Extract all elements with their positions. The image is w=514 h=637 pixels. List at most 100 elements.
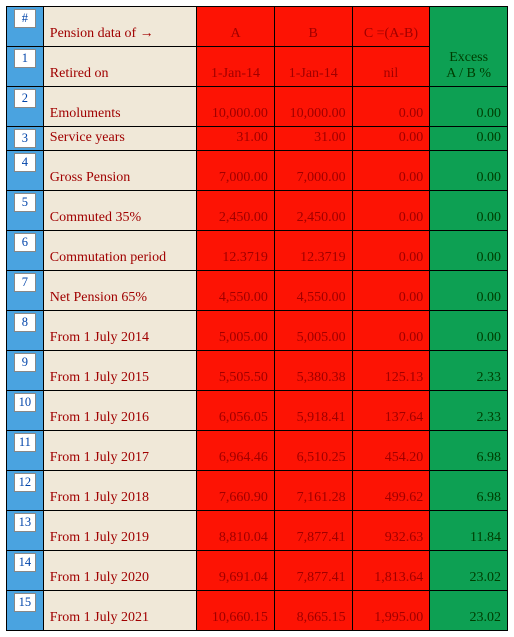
row-col-a: 7,660.90: [197, 471, 275, 511]
row-col-a: 6,056.05: [197, 391, 275, 431]
header-col-excess: ExcessA / B %: [430, 7, 508, 87]
row-col-excess: 0.00: [430, 127, 508, 151]
arrow-icon: →: [140, 26, 154, 41]
row-col-b: 5,005.00: [274, 311, 352, 351]
row-col-c: 0.00: [352, 271, 430, 311]
header-title: Pension data of →: [43, 7, 196, 47]
row-number: 2: [7, 87, 44, 127]
row-number: 5: [7, 191, 44, 231]
table-row: 4Gross Pension7,000.007,000.000.000.00: [7, 151, 508, 191]
header-col-b: B: [274, 7, 352, 47]
row-col-excess: 2.33: [430, 351, 508, 391]
row-col-c: nil: [352, 47, 430, 87]
row-col-b: 6,510.25: [274, 431, 352, 471]
table-row: 3Service years31.0031.000.000.00: [7, 127, 508, 151]
row-col-a: 31.00: [197, 127, 275, 151]
row-col-c: 0.00: [352, 191, 430, 231]
row-col-c: 454.20: [352, 431, 430, 471]
row-col-c: 0.00: [352, 127, 430, 151]
row-col-excess: 0.00: [430, 271, 508, 311]
row-label: From 1 July 2021: [43, 591, 196, 631]
row-col-a: 6,964.46: [197, 431, 275, 471]
row-col-a: 5,005.00: [197, 311, 275, 351]
row-label: Retired on: [43, 47, 196, 87]
row-col-b: 12.3719: [274, 231, 352, 271]
row-col-c: 0.00: [352, 311, 430, 351]
row-number: 4: [7, 151, 44, 191]
row-col-c: 125.13: [352, 351, 430, 391]
row-col-b: 7,000.00: [274, 151, 352, 191]
row-number: 8: [7, 311, 44, 351]
row-col-c: 1,813.64: [352, 551, 430, 591]
row-col-b: 31.00: [274, 127, 352, 151]
row-col-a: 2,450.00: [197, 191, 275, 231]
header-hash: #: [7, 7, 44, 47]
row-col-excess: 0.00: [430, 191, 508, 231]
table-row: 14From 1 July 20209,691.047,877.411,813.…: [7, 551, 508, 591]
row-label: From 1 July 2018: [43, 471, 196, 511]
row-label: Commuted 35%: [43, 191, 196, 231]
row-col-a: 8,810.04: [197, 511, 275, 551]
row-col-excess: 6.98: [430, 471, 508, 511]
pension-table: #Pension data of →ABC =(A-B)ExcessA / B …: [6, 6, 508, 631]
row-col-b: 8,665.15: [274, 591, 352, 631]
row-col-a: 10,660.15: [197, 591, 275, 631]
row-col-c: 932.63: [352, 511, 430, 551]
row-label: From 1 July 2015: [43, 351, 196, 391]
row-number: 15: [7, 591, 44, 631]
table-header-row: #Pension data of →ABC =(A-B)ExcessA / B …: [7, 7, 508, 47]
row-col-b: 2,450.00: [274, 191, 352, 231]
table-row: 2Emoluments10,000.0010,000.000.000.00: [7, 87, 508, 127]
row-number: 7: [7, 271, 44, 311]
row-col-c: 137.64: [352, 391, 430, 431]
header-col-a: A: [197, 7, 275, 47]
row-label: From 1 July 2016: [43, 391, 196, 431]
row-col-c: 0.00: [352, 231, 430, 271]
row-col-b: 7,877.41: [274, 511, 352, 551]
row-col-a: 4,550.00: [197, 271, 275, 311]
row-col-b: 4,550.00: [274, 271, 352, 311]
table-row: 13From 1 July 20198,810.047,877.41932.63…: [7, 511, 508, 551]
row-col-excess: 0.00: [430, 87, 508, 127]
row-col-a: 12.3719: [197, 231, 275, 271]
row-col-b: 10,000.00: [274, 87, 352, 127]
row-label: Gross Pension: [43, 151, 196, 191]
table-row: 11From 1 July 20176,964.466,510.25454.20…: [7, 431, 508, 471]
row-number: 3: [7, 127, 44, 151]
row-col-b: 5,380.38: [274, 351, 352, 391]
row-col-excess: 0.00: [430, 151, 508, 191]
row-col-c: 499.62: [352, 471, 430, 511]
row-label: From 1 July 2019: [43, 511, 196, 551]
row-col-excess: 11.84: [430, 511, 508, 551]
row-col-c: 1,995.00: [352, 591, 430, 631]
row-col-a: 7,000.00: [197, 151, 275, 191]
row-col-a: 5,505.50: [197, 351, 275, 391]
row-label: From 1 July 2020: [43, 551, 196, 591]
row-number: 13: [7, 511, 44, 551]
row-number: 1: [7, 47, 44, 87]
row-col-c: 0.00: [352, 151, 430, 191]
row-label: Emoluments: [43, 87, 196, 127]
table-row: 8From 1 July 20145,005.005,005.000.000.0…: [7, 311, 508, 351]
row-col-a: 10,000.00: [197, 87, 275, 127]
row-col-b: 1-Jan-14: [274, 47, 352, 87]
row-col-excess: 23.02: [430, 551, 508, 591]
row-col-excess: 0.00: [430, 311, 508, 351]
row-number: 14: [7, 551, 44, 591]
table-row: 9From 1 July 20155,505.505,380.38125.132…: [7, 351, 508, 391]
row-col-excess: 23.02: [430, 591, 508, 631]
header-col-c: C =(A-B): [352, 7, 430, 47]
table-row: 6Commutation period12.371912.37190.000.0…: [7, 231, 508, 271]
row-label: From 1 July 2017: [43, 431, 196, 471]
row-col-b: 7,161.28: [274, 471, 352, 511]
row-number: 10: [7, 391, 44, 431]
row-col-a: 9,691.04: [197, 551, 275, 591]
row-label: Commutation period: [43, 231, 196, 271]
row-number: 6: [7, 231, 44, 271]
row-number: 11: [7, 431, 44, 471]
row-number: 9: [7, 351, 44, 391]
table-row: 7Net Pension 65%4,550.004,550.000.000.00: [7, 271, 508, 311]
row-label: Service years: [43, 127, 196, 151]
row-number: 12: [7, 471, 44, 511]
table-row: 15From 1 July 202110,660.158,665.151,995…: [7, 591, 508, 631]
